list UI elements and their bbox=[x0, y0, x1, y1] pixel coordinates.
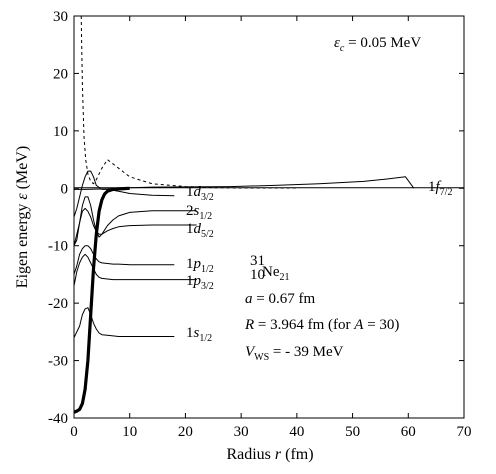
x-tick-label: 60 bbox=[401, 424, 416, 440]
series-line-5 bbox=[74, 253, 197, 286]
series-line-6 bbox=[74, 307, 175, 338]
level-label-1p32: 1p3/2 bbox=[186, 273, 214, 292]
nucleus-mass-number: 31 bbox=[250, 253, 265, 269]
y-tick-label: 0 bbox=[61, 181, 69, 197]
x-tick-label: 30 bbox=[234, 424, 249, 440]
x-tick-label: 20 bbox=[178, 424, 193, 440]
level-label-1d32: 1d3/2 bbox=[186, 184, 214, 203]
series-line-1 bbox=[74, 170, 175, 218]
cutoff-energy-label: εc = 0.05 MeV bbox=[334, 35, 421, 54]
nucleus-label: 31 10 Ne21 bbox=[250, 253, 290, 283]
level-label-1p12: 1p1/2 bbox=[186, 256, 214, 275]
level-label-1d52: 1d5/2 bbox=[186, 221, 214, 240]
nucleus-symbol: Ne21 bbox=[262, 264, 290, 283]
axis-ticks: 0 10 20 30 40 50 60 70 -40 -30 -20 -10 0 10 20 30 bbox=[48, 9, 472, 440]
y-tick-label: -20 bbox=[48, 296, 68, 312]
series-line-dashed bbox=[80, 16, 297, 189]
y-tick-label: 30 bbox=[53, 9, 68, 25]
y-tick-label: 20 bbox=[53, 66, 68, 82]
x-axis-title: Radius r (fm) bbox=[226, 446, 313, 463]
x-tick-label: 70 bbox=[457, 424, 472, 440]
level-label-1s12: 1s1/2 bbox=[186, 325, 212, 344]
param-radius: R = 3.964 fm (for A = 30) bbox=[244, 317, 399, 333]
y-axis-title: Eigen energy ε (MeV) bbox=[14, 146, 31, 288]
series-line-bold bbox=[74, 186, 130, 414]
y-tick-label: -30 bbox=[48, 354, 68, 370]
param-diffuseness: a = 0.67 fm bbox=[245, 291, 315, 307]
level-label-1f72: 1f7/2 bbox=[428, 179, 452, 198]
x-tick-label: 10 bbox=[122, 424, 137, 440]
y-tick-label: 10 bbox=[53, 124, 68, 140]
x-tick-label: 0 bbox=[70, 424, 78, 440]
x-tick-label: 40 bbox=[289, 424, 304, 440]
param-depth: VWS = - 39 MeV bbox=[245, 344, 344, 363]
series-line-4 bbox=[74, 245, 175, 275]
y-tick-label: -40 bbox=[48, 411, 68, 427]
level-label-2s12: 2s1/2 bbox=[186, 203, 212, 222]
nucleus-proton-number: 10 bbox=[250, 267, 265, 283]
x-tick-label: 50 bbox=[345, 424, 360, 440]
y-tick-label: -10 bbox=[48, 239, 68, 255]
series-group bbox=[74, 16, 415, 414]
